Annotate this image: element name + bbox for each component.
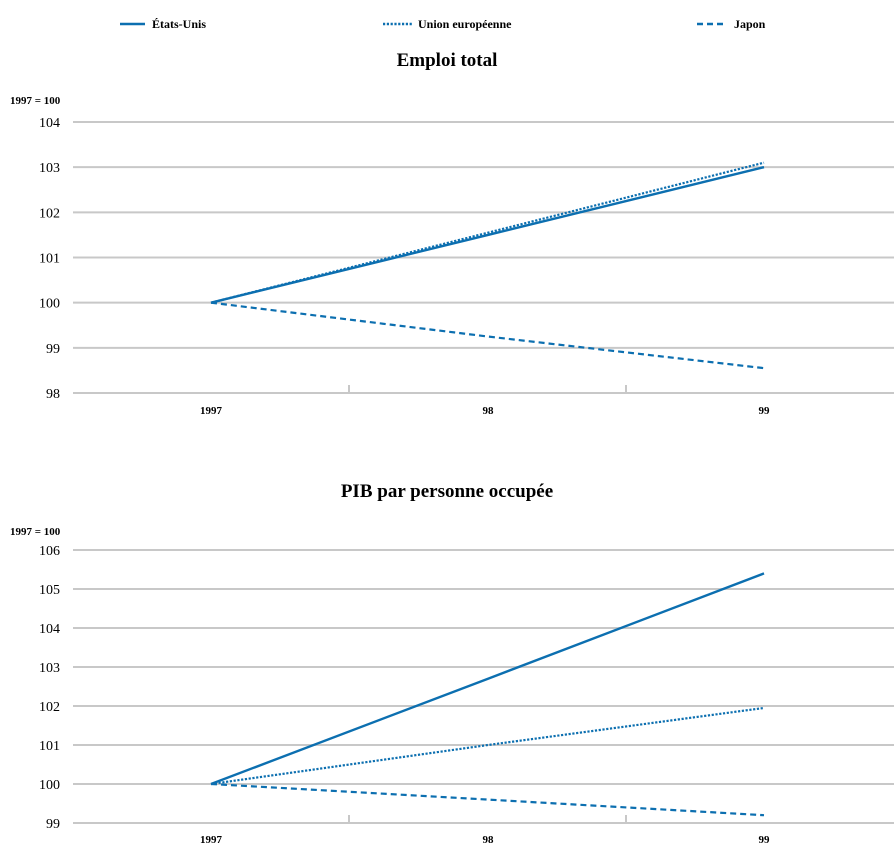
y-tick-label: 101 — [39, 739, 60, 754]
series-line-solid — [210, 572, 765, 786]
y-tick-label: 106 — [39, 544, 60, 559]
y-tick-label: 105 — [39, 583, 60, 598]
y-tick-label: 104 — [39, 116, 60, 131]
legend: États-Unis Union européenne Japon — [120, 17, 766, 31]
y-tick-label: 101 — [39, 252, 60, 267]
y-tick-label: 100 — [39, 778, 60, 793]
y-axis-unit-label: 1997 = 100 — [10, 95, 61, 107]
y-tick-label: 102 — [39, 700, 60, 715]
y-tick-label: 100 — [39, 297, 60, 312]
x-tick-label: 99 — [759, 834, 771, 845]
x-tick-label: 1997 — [200, 405, 223, 417]
chart-title: Emploi total — [397, 50, 498, 71]
x-tick-label: 98 — [483, 834, 495, 845]
chart-title: PIB par personne occupée — [341, 481, 553, 502]
legend-label-1: Union européenne — [418, 17, 512, 31]
y-tick-label: 99 — [46, 342, 60, 357]
y-tick-label: 103 — [39, 661, 60, 676]
x-tick-label: 98 — [483, 405, 495, 417]
y-tick-label: 103 — [39, 161, 60, 176]
y-tick-label: 104 — [39, 622, 60, 637]
legend-label-0: États-Unis — [152, 17, 206, 31]
y-tick-label: 102 — [39, 206, 60, 221]
series-line-dashed — [210, 301, 765, 370]
y-axis-unit-label: 1997 = 100 — [10, 526, 61, 538]
x-tick-label: 1997 — [200, 834, 223, 845]
series-line-dotted — [210, 706, 765, 786]
chart-emploi-total: Emploi total 1997 = 100 98 99 100 101 102 103 10… — [10, 50, 894, 417]
y-tick-label: 98 — [46, 387, 60, 402]
chart-pib-par-personne: PIB par personne occupée 1997 = 100 99 100 1… — [10, 481, 894, 845]
x-tick-label: 99 — [759, 405, 771, 417]
y-tick-label: 99 — [46, 817, 60, 832]
series-line-dashed — [210, 782, 765, 817]
series-line-solid — [210, 166, 765, 304]
legend-label-2: Japon — [734, 17, 766, 31]
